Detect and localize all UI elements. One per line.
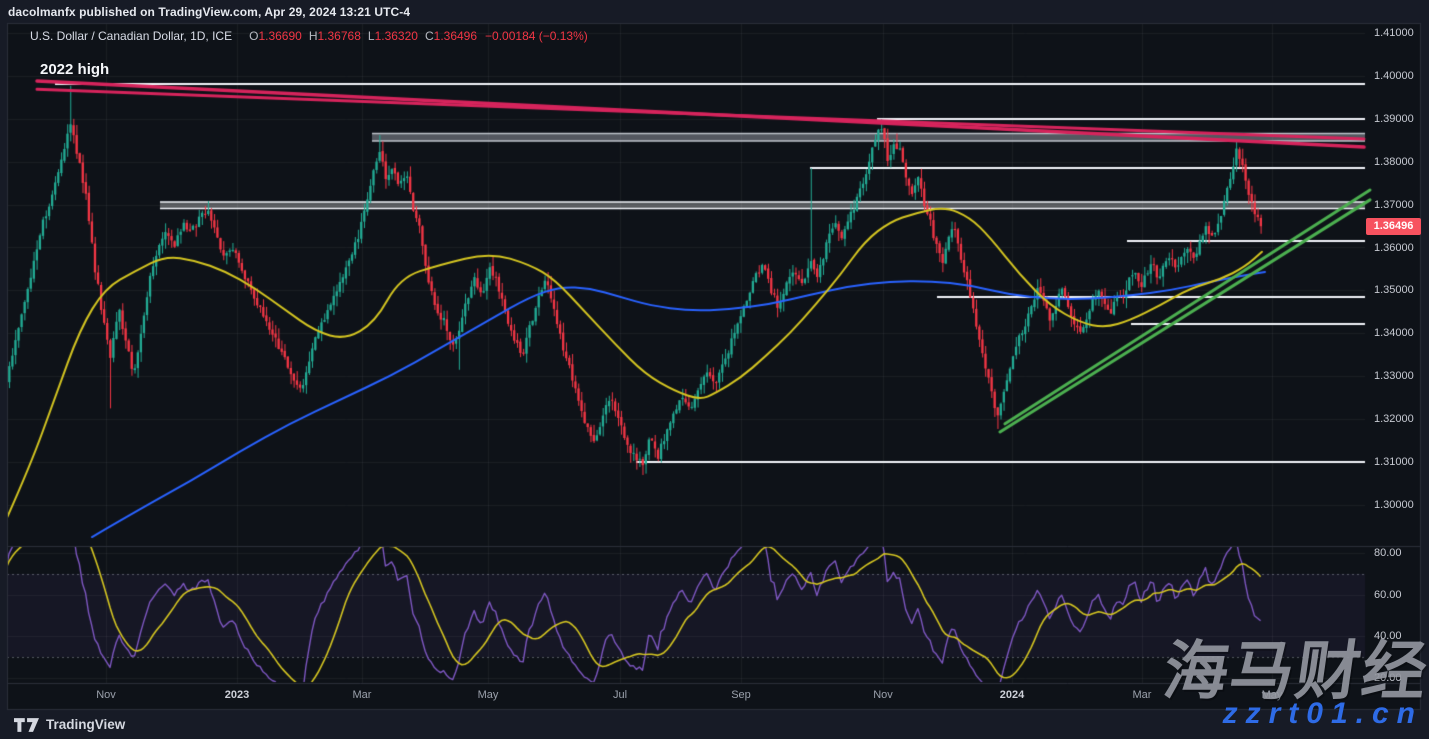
attribution-text: dacolmanfx published on TradingView.com,… — [8, 4, 411, 19]
time-tick-label: Nov — [96, 689, 116, 701]
rsi-tick-label: 60.00 — [1374, 588, 1402, 601]
change-value: −0.00184 (−0.13%) — [485, 29, 588, 43]
time-tick-label: Jul — [612, 689, 628, 701]
price-tick-label: 1.34000 — [1374, 327, 1414, 340]
price-tick-label: 1.32000 — [1374, 413, 1414, 426]
rsi-tick-label: 80.00 — [1374, 547, 1402, 559]
ohlc-open-label: O — [249, 29, 259, 43]
symbol-title[interactable]: U.S. Dollar / Canadian Dollar, 1D, ICE — [30, 29, 233, 43]
price-tick-label: 1.33000 — [1374, 370, 1414, 383]
price-tick-label: 1.35000 — [1374, 284, 1414, 297]
tradingview-logo-icon[interactable] — [14, 717, 39, 732]
price-tick-label: 1.41000 — [1374, 27, 1414, 39]
tradingview-wordmark[interactable]: TradingView — [46, 717, 126, 732]
price-tick-label: 1.39000 — [1374, 112, 1414, 125]
last-price-badge: 1.36496 — [1366, 217, 1421, 235]
ohlc-high-value: 1.36768 — [317, 29, 361, 43]
ohlc-close-label: C — [424, 29, 434, 43]
ohlc-open-value: 1.36690 — [258, 29, 302, 43]
time-tick-label: Mar — [1132, 689, 1152, 701]
time-tick-label: May — [477, 689, 499, 701]
price-tick-label: 1.40000 — [1374, 69, 1414, 82]
ohlc-low-value: 1.36320 — [374, 29, 418, 43]
price-tick-label: 1.38000 — [1374, 155, 1414, 168]
time-tick-label: Mar — [352, 689, 372, 701]
ohlc-low-label: L — [367, 29, 375, 43]
time-tick-label: Nov — [873, 689, 893, 701]
price-tick-label: 1.36000 — [1374, 241, 1414, 254]
bottom-bar: TradingView — [0, 710, 1429, 739]
price-tick-label: 1.37000 — [1374, 198, 1414, 211]
price-tick-label: 1.30000 — [1374, 498, 1414, 511]
rsi-tick-label: 20.00 — [1374, 671, 1402, 684]
time-axis[interactable]: Nov 2023 Mar May Jul Sep Nov 2024 Mar May — [0, 683, 1421, 710]
ohlc-high-label: H — [308, 29, 318, 43]
symbol-legend: U.S. Dollar / Canadian Dollar, 1D, ICE O1… — [30, 29, 588, 43]
price-axis[interactable]: 1.41000 1.40000 1.39000 1.38000 1.37000 1.360… — [1366, 23, 1421, 684]
time-tick-label: May — [1261, 689, 1283, 701]
attribution-bar: dacolmanfx published on TradingView.com,… — [0, 0, 1429, 23]
annotation-2022-high: 2022 high — [40, 61, 110, 78]
rsi-tick-label: 40.00 — [1374, 630, 1402, 643]
time-tick-label: 2023 — [224, 689, 250, 701]
watermark-domain: zzrt01.cn — [1222, 697, 1423, 730]
ohlc-close-value: 1.36496 — [433, 29, 478, 43]
price-tick-label: 1.31000 — [1374, 456, 1414, 468]
time-tick-label: 2024 — [999, 689, 1025, 701]
time-tick-label: Sep — [731, 689, 751, 701]
